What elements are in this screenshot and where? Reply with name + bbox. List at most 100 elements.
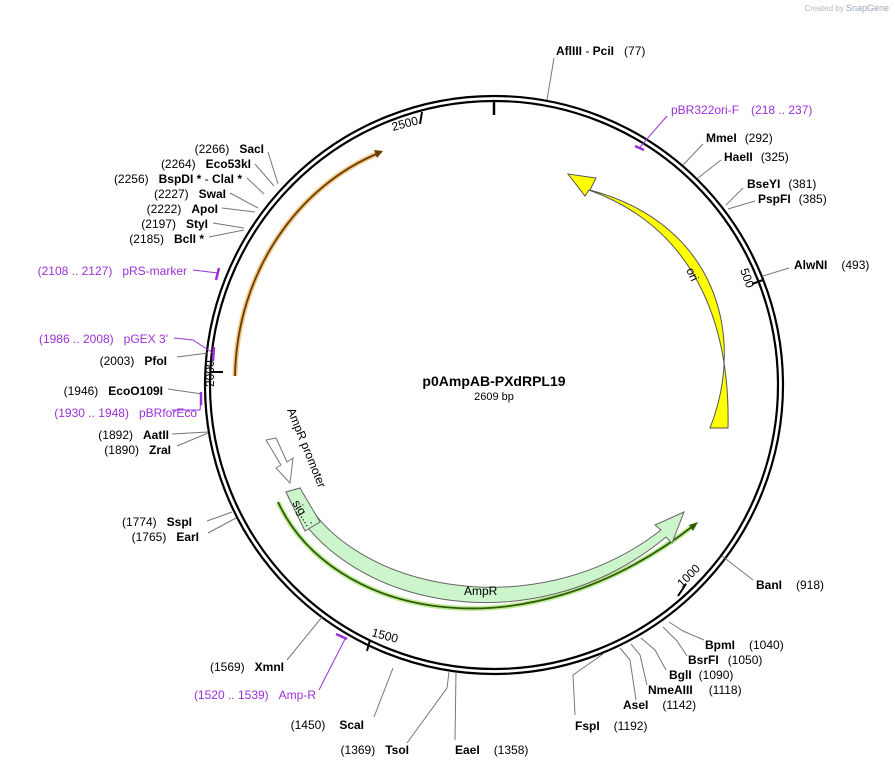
site-banI-pos: (918) <box>796 578 824 592</box>
primer-pbrforeco-range: (1930 .. 1948) <box>54 406 129 420</box>
site-styI-name: StyI <box>186 217 208 231</box>
snapgene-brand: SnapGene <box>845 3 889 13</box>
primer-marker-prs-marker[interactable] <box>214 267 221 281</box>
site-xmnI[interactable]: (1569) XmnI <box>210 660 284 674</box>
site-fspI[interactable]: FspI (1192) <box>575 719 647 733</box>
site-bpmI[interactable]: BpmI (1040) <box>705 638 784 652</box>
tick-1500 <box>366 639 371 652</box>
site-eaeI-pos: (1358) <box>494 743 529 757</box>
site-eco53kI-name: Eco53kI <box>206 157 251 171</box>
site-alwNI[interactable]: AlwNI (493) <box>794 258 869 272</box>
site-aseI-pos: (1142) <box>662 698 696 712</box>
site-bclI-pos: (2185) <box>129 232 164 246</box>
feature-ori[interactable] <box>566 173 729 429</box>
orf-arc-bottom-arrowhead <box>689 522 698 531</box>
site-bseYI[interactable]: BseYI (381) <box>747 177 816 191</box>
leader-aatII <box>171 431 209 435</box>
orf-arc-left[interactable] <box>234 152 380 377</box>
leader-xmnI <box>286 616 323 661</box>
tick-1000 <box>677 583 687 597</box>
leader-pbr322ori-f <box>639 115 668 148</box>
leader-sspI <box>206 511 233 522</box>
feature-ampr[interactable] <box>285 487 685 603</box>
primer-marker-amp-r[interactable] <box>335 632 348 641</box>
primer-marker-pgex3[interactable] <box>211 346 216 362</box>
plasmid-name: p0AmpAB-PXdRPL19 <box>422 373 565 389</box>
site-eco53kI[interactable]: (2264) Eco53kI <box>161 157 251 171</box>
leader-pgex3 <box>173 337 214 354</box>
site-bsrFI-pos: (1050) <box>728 653 763 667</box>
orf-arc-bottom[interactable] <box>277 501 694 610</box>
leader-pfoI <box>176 352 209 358</box>
site-mmeI-pos: (292) <box>745 131 773 145</box>
site-haeII[interactable]: HaeII (325) <box>724 150 789 164</box>
site-aatII[interactable]: (1892) AatII <box>98 428 169 442</box>
site-aflIII-name: AflIII <box>556 44 582 58</box>
site-bclI-name: BclI * <box>174 232 204 246</box>
site-bsrFI[interactable]: BsrFI (1050) <box>688 653 762 667</box>
site-mmeI[interactable]: MmeI (292) <box>706 131 773 145</box>
site-sspI[interactable]: (1774) SspI <box>122 515 192 529</box>
leader-tsoI <box>406 671 450 744</box>
site-swaI-name: SwaI <box>199 187 226 201</box>
site-aseI[interactable]: AseI (1142) <box>623 698 696 712</box>
site-pfoI[interactable]: (2003) PfoI <box>100 354 167 368</box>
site-swaI[interactable]: (2227) SwaI <box>154 187 226 201</box>
site-claI-name: ClaI * <box>212 172 242 186</box>
primer-amp-r-name: Amp-R <box>279 688 317 702</box>
site-swaI-pos: (2227) <box>154 187 189 201</box>
tick-label-500: 500 <box>737 266 757 290</box>
site-bclI[interactable]: (2185) BclI * <box>129 232 204 246</box>
leader-bclI <box>208 229 245 238</box>
site-alwNI-name: AlwNI <box>794 258 827 272</box>
backbone <box>203 94 785 676</box>
leader-scaI <box>373 667 394 718</box>
feature-ampr-promoter[interactable] <box>265 437 294 485</box>
site-scaI-name: ScaI <box>339 718 364 732</box>
leader-swaI <box>229 192 259 209</box>
site-bglI-pos: (1090) <box>699 668 734 682</box>
feature-ampr-label: AmpR <box>464 584 498 598</box>
site-banI[interactable]: BanI (918) <box>756 578 824 592</box>
site-styI[interactable]: (2197) StyI <box>141 217 208 231</box>
watermark: Created by SnapGene <box>805 3 889 13</box>
leader-ecoO109I <box>167 388 203 395</box>
site-nmeAIII-pos: (1118) <box>709 683 742 697</box>
primer-pbr322ori-f[interactable]: pBR322ori-F (218 .. 237) <box>671 103 812 117</box>
site-bseYI-pos: (381) <box>788 177 816 191</box>
site-eaeI-name: EaeI <box>455 743 480 757</box>
primer-amp-r[interactable]: (1520 .. 1539) Amp-R <box>194 688 316 702</box>
site-bspDI-claI[interactable]: (2256) BspDI * - ClaI * <box>114 172 242 186</box>
site-earI[interactable]: (1765) EarI <box>132 530 199 544</box>
tick-label-2500: 2500 <box>390 113 420 134</box>
tick-label-1000: 1000 <box>674 561 703 590</box>
site-bglI[interactable]: BglI (1090) <box>669 668 733 682</box>
site-ecoO109I[interactable]: (1946) EcoO109I <box>64 384 163 398</box>
leader-pbrforeco <box>172 399 202 411</box>
site-apoI[interactable]: (2222) ApoI <box>147 202 218 216</box>
leader-aflIII <box>546 57 555 101</box>
primer-pgex3[interactable]: (1986 .. 2008) pGEX 3' <box>39 332 168 346</box>
leader-eaeI <box>454 671 457 741</box>
site-alwNI-pos: (493) <box>841 258 869 272</box>
primer-pgex3-range: (1986 .. 2008) <box>39 332 114 346</box>
site-scaI[interactable]: (1450) ScaI <box>291 718 364 732</box>
site-scaI-pos: (1450) <box>291 718 326 732</box>
primer-marker-pbr322ori-f[interactable] <box>634 144 645 152</box>
site-nmeAIII[interactable]: NmeAIII (1118) <box>648 683 742 697</box>
site-apoI-name: ApoI <box>191 202 218 216</box>
site-sacI-name: SacI <box>239 142 264 156</box>
site-eaeI[interactable]: EaeI (1358) <box>455 743 528 757</box>
site-bseYI-name: BseYI <box>747 177 780 191</box>
site-ecoO109I-name: EcoO109I <box>108 384 163 398</box>
primer-pgex3-name: pGEX 3' <box>124 332 168 346</box>
site-sacI[interactable]: (2266) SacI <box>195 142 264 156</box>
primer-pbrforeco[interactable]: (1930 .. 1948) pBRforEco <box>54 406 197 420</box>
primer-prs-marker[interactable]: (2108 .. 2127) pRS-marker <box>38 264 187 278</box>
feature-sig[interactable] <box>285 487 321 532</box>
site-aflIII-pciI[interactable]: AflIII - PciI (77) <box>556 44 645 58</box>
site-zraI[interactable]: (1890) ZraI <box>104 443 171 457</box>
site-aflIII-dash: - <box>582 44 593 58</box>
site-pspFI[interactable]: PspFI (385) <box>758 192 827 206</box>
site-tsoI[interactable]: (1369) TsoI <box>341 743 409 757</box>
